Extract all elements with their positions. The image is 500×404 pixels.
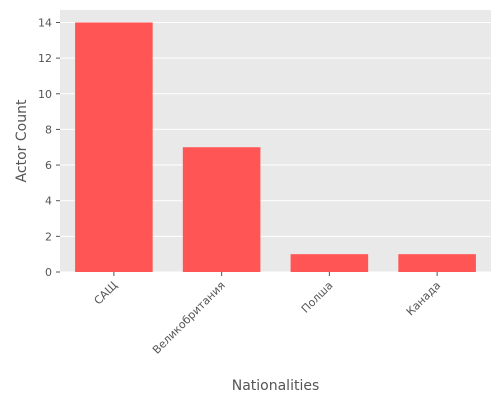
x-tick-label: Полша bbox=[299, 279, 336, 316]
y-tick-label: 8 bbox=[45, 123, 52, 136]
bar bbox=[398, 254, 476, 272]
y-tick-label: 4 bbox=[45, 195, 52, 208]
y-tick-label: 14 bbox=[38, 16, 52, 29]
bar bbox=[75, 22, 153, 272]
bar bbox=[290, 254, 369, 272]
x-tick-label: Канада bbox=[404, 279, 443, 318]
y-tick-label: 10 bbox=[38, 88, 52, 101]
y-tick-label: 6 bbox=[45, 159, 52, 172]
y-axis-label: Actor Count bbox=[14, 99, 30, 182]
x-tick-label: Великобритания bbox=[150, 279, 228, 357]
y-axis-ticks: 0 2 4 6 8 10 12 14 bbox=[38, 16, 60, 279]
y-tick-label: 12 bbox=[38, 52, 52, 65]
x-axis-label: Nationalities bbox=[232, 378, 320, 394]
y-tick-label: 2 bbox=[45, 230, 52, 243]
bar bbox=[182, 147, 261, 272]
x-tick-label: САЩ bbox=[92, 279, 120, 307]
y-tick-label: 0 bbox=[45, 266, 52, 279]
bars bbox=[75, 22, 476, 272]
x-axis-ticks: САЩ Великобритания Полша Канада bbox=[92, 272, 443, 357]
